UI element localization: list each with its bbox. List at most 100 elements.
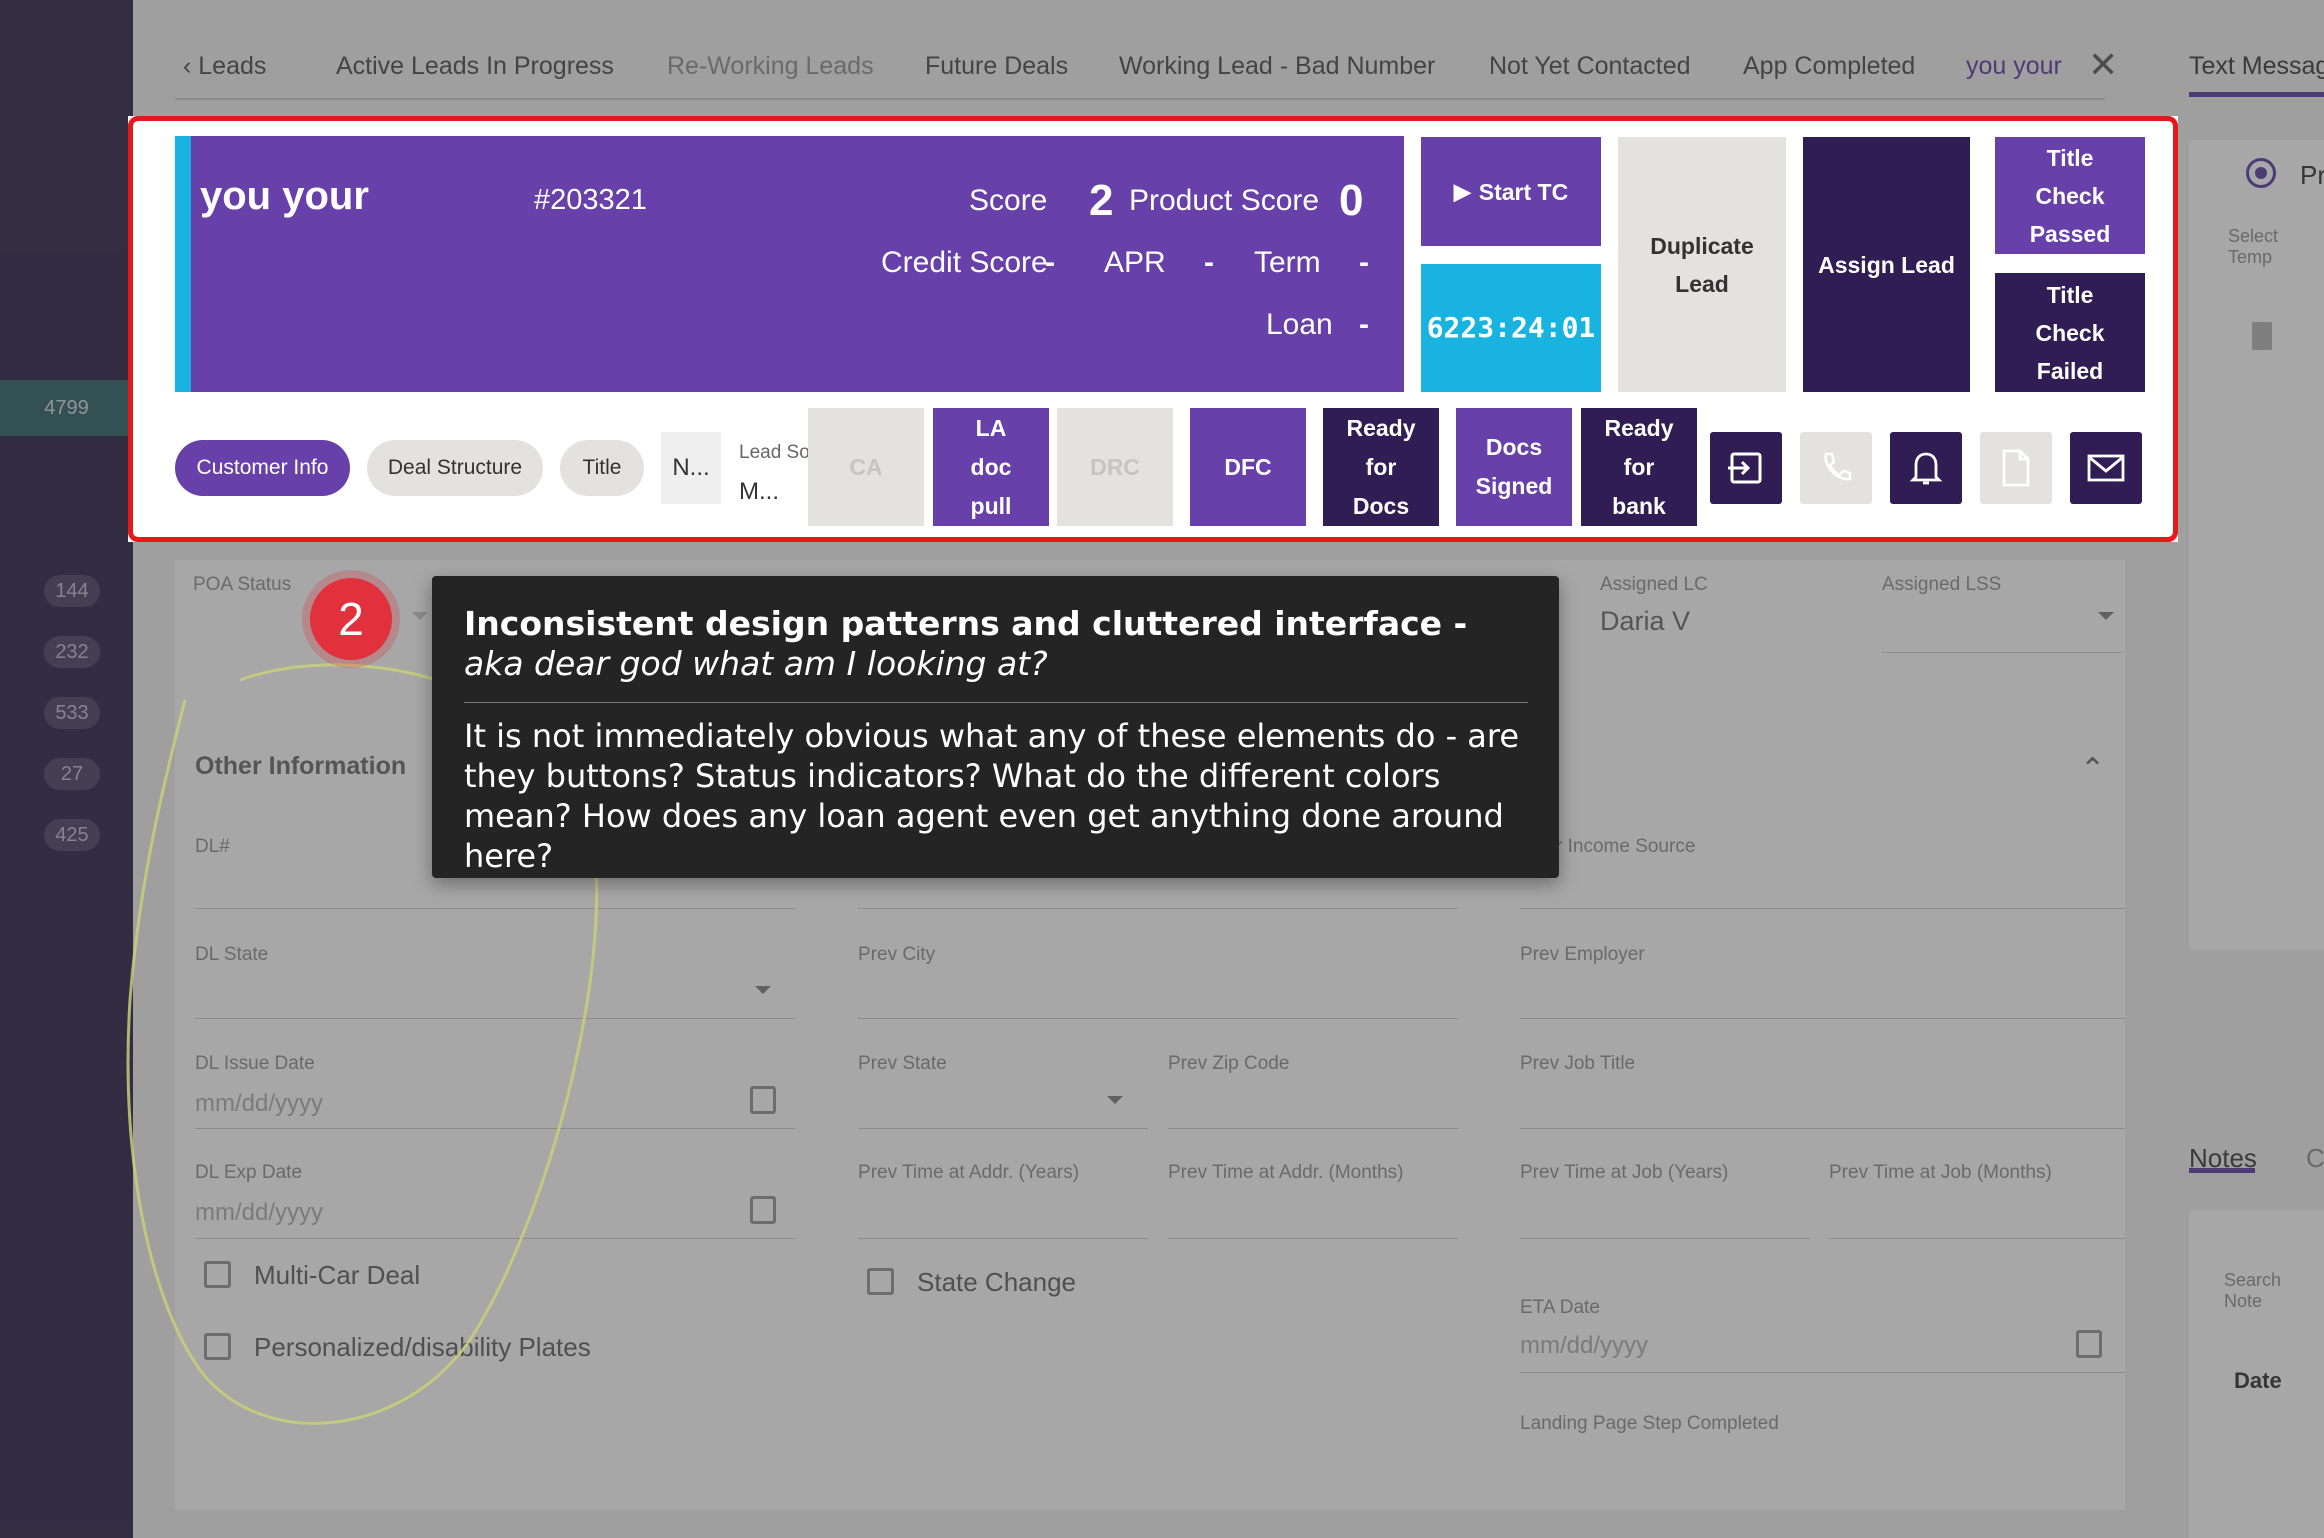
start-tc-button[interactable]: ▶ Start TC — [1421, 137, 1601, 246]
term-label: Term — [1254, 246, 1321, 279]
right-panel — [2189, 140, 2324, 950]
personalized-plates-checkbox[interactable] — [204, 1333, 231, 1360]
prev-zip-label: Prev Zip Code — [1168, 1053, 1290, 1074]
deal-structure-tab[interactable]: Deal Structure — [367, 440, 543, 496]
prev-time-addr-years-label: Prev Time at Addr. (Years) — [858, 1162, 1080, 1183]
dl-number-label: DL# — [195, 836, 230, 857]
prev-time-addr-months-label: Prev Time at Addr. (Months) — [1168, 1162, 1404, 1183]
field-underline — [858, 1018, 1458, 1019]
landing-page-step-label: Landing Page Step Completed — [1520, 1413, 1779, 1434]
select-template-label: Select Temp — [2228, 226, 2279, 267]
dl-exp-date-label: DL Exp Date — [195, 1162, 303, 1183]
step-number-badge: 2 — [310, 578, 392, 660]
notes-panel — [2189, 1210, 2324, 1538]
search-notes-input[interactable]: Search Note — [2224, 1270, 2282, 1311]
eta-date-label: ETA Date — [1520, 1297, 1600, 1318]
dl-issue-date-label: DL Issue Date — [195, 1053, 315, 1074]
field-underline — [195, 1128, 795, 1129]
score-value: 2 — [1089, 176, 1114, 225]
title-check-passed-button[interactable]: Title Check Passed — [1995, 137, 2145, 254]
chevron-down-icon[interactable] — [1107, 1096, 1123, 1104]
dl-state-label: DL State — [195, 944, 269, 965]
tab-text-messages[interactable]: Text Messag — [2189, 52, 2324, 80]
sidebar-count-badge[interactable]: 533 — [44, 697, 100, 729]
field-underline — [858, 1238, 1148, 1239]
lead-source-value[interactable]: M... — [739, 478, 779, 505]
duplicate-lead-button[interactable]: Duplicate Lead — [1618, 137, 1786, 392]
prev-state-label: Prev State — [858, 1053, 947, 1074]
calendar-icon[interactable] — [750, 1196, 776, 1224]
tab-second[interactable]: C — [2306, 1143, 2324, 1173]
phone-icon[interactable] — [1800, 432, 1872, 504]
field-underline — [858, 908, 1458, 909]
lead-name: you your — [200, 174, 369, 218]
tab-divider — [175, 98, 2105, 100]
trash-icon[interactable] — [2252, 322, 2272, 350]
tab-working-lead-bad-number[interactable]: Working Lead - Bad Number — [1119, 52, 1436, 80]
stage-ca-button[interactable]: CA — [808, 408, 924, 526]
play-icon: ▶ — [1453, 178, 1471, 204]
field-underline — [1168, 1128, 1458, 1129]
term-value: - — [1359, 246, 1369, 279]
dl-issue-date-input[interactable]: mm/dd/yyyy — [195, 1090, 324, 1117]
score-label: Score — [969, 184, 1048, 217]
assign-lead-button[interactable]: Assign Lead — [1803, 137, 1970, 392]
truncated-tab[interactable]: N... — [661, 432, 721, 504]
document-icon[interactable] — [1980, 432, 2052, 504]
chevron-left-icon: ‹ — [183, 52, 199, 80]
field-underline — [858, 1128, 1148, 1129]
radio-button[interactable] — [2246, 158, 2276, 188]
tab-not-yet-contacted[interactable]: Not Yet Contacted — [1489, 52, 1691, 80]
tab-active-leads[interactable]: Active Leads In Progress — [336, 52, 614, 80]
lead-id: #203321 — [534, 184, 647, 216]
calendar-icon[interactable] — [750, 1086, 776, 1114]
multi-car-deal-label: Multi-Car Deal — [254, 1260, 421, 1290]
sidebar-count-badge[interactable]: 4799 — [0, 380, 133, 436]
tab-future-deals[interactable]: Future Deals — [925, 52, 1069, 80]
prev-time-job-months-label: Prev Time at Job (Months) — [1829, 1162, 2052, 1183]
income-source-label: r Income Source — [1556, 836, 1696, 857]
stage-la-doc-pull-button[interactable]: LA doc pull — [933, 408, 1049, 526]
sidebar-count-badge[interactable]: 232 — [44, 636, 100, 668]
login-icon[interactable] — [1710, 432, 1782, 504]
assigned-lc-value[interactable]: Daria V — [1600, 606, 1691, 636]
state-change-checkbox[interactable] — [867, 1268, 894, 1295]
tab-leads-back[interactable]: ‹ Leads — [183, 52, 267, 80]
stage-drc-button[interactable]: DRC — [1057, 408, 1173, 526]
sidebar-count-badge[interactable]: 425 — [44, 819, 100, 851]
prev-time-job-years-label: Prev Time at Job (Years) — [1520, 1162, 1729, 1183]
eta-date-input[interactable]: mm/dd/yyyy — [1520, 1332, 1649, 1359]
chevron-down-icon[interactable] — [755, 986, 771, 994]
chevron-up-icon[interactable]: ⌃ — [2080, 753, 2106, 786]
customer-info-tab[interactable]: Customer Info — [175, 440, 350, 496]
stage-docs-signed-button[interactable]: Docs Signed — [1456, 408, 1572, 526]
field-underline — [1168, 1238, 1458, 1239]
sidebar-count-badge[interactable]: 27 — [44, 758, 100, 790]
credit-score-label: Credit Score — [881, 246, 1048, 279]
prev-job-title-label: Prev Job Title — [1520, 1053, 1636, 1074]
mail-icon[interactable] — [2070, 432, 2142, 504]
lead-timer: 6223:24:01 — [1421, 264, 1601, 392]
loan-label: Loan — [1266, 308, 1333, 341]
dl-exp-date-input[interactable]: mm/dd/yyyy — [195, 1199, 324, 1226]
stage-dfc-button[interactable]: DFC — [1190, 408, 1306, 526]
stage-ready-for-bank-button[interactable]: Ready for bank — [1581, 408, 1697, 526]
close-icon[interactable]: ✕ — [2088, 44, 2119, 85]
field-underline — [1520, 1238, 1810, 1239]
tab-reworking-leads[interactable]: Re-Working Leads — [667, 52, 874, 80]
sidebar-count-badge[interactable]: 144 — [44, 575, 100, 607]
personalized-plates-label: Personalized/disability Plates — [254, 1332, 591, 1362]
title-tab[interactable]: Title — [560, 440, 644, 496]
stage-ready-for-docs-button[interactable]: Ready for Docs — [1323, 408, 1439, 526]
field-underline — [195, 908, 795, 909]
annotation-tooltip: Inconsistent design patterns and clutter… — [432, 576, 1559, 878]
bell-icon[interactable] — [1890, 432, 1962, 504]
tab-app-completed[interactable]: App Completed — [1743, 52, 1916, 80]
field-underline — [1882, 652, 2122, 653]
multi-car-deal-checkbox[interactable] — [204, 1261, 231, 1288]
field-underline — [1520, 1372, 2125, 1373]
calendar-icon[interactable] — [2076, 1330, 2102, 1358]
title-check-failed-button[interactable]: Title Check Failed — [1995, 273, 2145, 392]
chevron-down-icon[interactable] — [2098, 612, 2114, 620]
tab-current-lead[interactable]: you your — [1966, 52, 2062, 80]
